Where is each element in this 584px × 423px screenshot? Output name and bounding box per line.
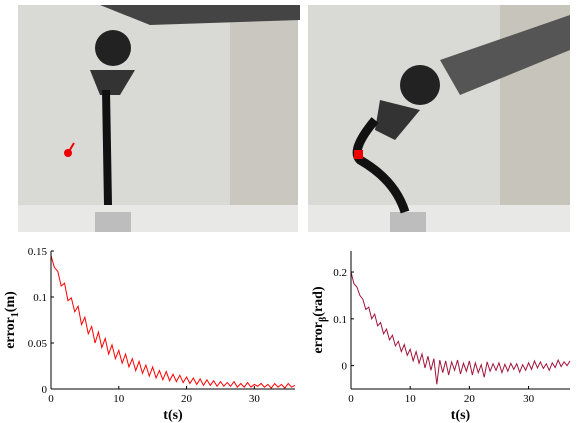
y-label-unit: (rad)	[311, 286, 326, 317]
y-tick-label: 0	[342, 361, 348, 373]
x-tick-label: 10	[113, 393, 125, 405]
y-tick-label: 0.1	[333, 314, 347, 326]
y-label-unit: (m)	[3, 291, 18, 312]
photo-right	[308, 5, 570, 232]
x-axis-label: t(s)	[163, 408, 183, 423]
y-tick-label: 0	[42, 384, 48, 396]
x-tick-label: 0	[48, 393, 54, 405]
y-label-main: error	[3, 317, 18, 349]
chart: 0 10 20 30 0 0.1 0.2 t(s) errorβ(rad)	[311, 251, 570, 423]
chart: 0 10 20 30 0 0.05 0.1 0.15 t(s) error1(m)	[3, 246, 295, 423]
photo-left	[18, 5, 300, 232]
y-tick-label: 0.05	[28, 338, 48, 350]
y-axis-label: errorβ(rad)	[311, 286, 329, 354]
y-label-main: error	[311, 322, 326, 354]
y-tick-label: 0.15	[28, 246, 48, 258]
x-tick-label: 20	[181, 393, 193, 405]
x-axis-label: t(s)	[451, 408, 471, 423]
x-tick-label: 20	[464, 393, 476, 405]
y-axis-label: error1(m)	[3, 291, 21, 349]
plot-area	[51, 251, 295, 389]
y-tick-label: 0.2	[333, 267, 347, 279]
x-tick-label: 10	[405, 393, 417, 405]
x-tick-label: 0	[348, 393, 354, 405]
y-tick-label: 0.1	[33, 292, 47, 304]
x-tick-label: 30	[249, 393, 261, 405]
x-tick-label: 30	[523, 393, 535, 405]
figure: 010203000.050.10.15t(s)error1(m)01020300…	[0, 0, 584, 423]
